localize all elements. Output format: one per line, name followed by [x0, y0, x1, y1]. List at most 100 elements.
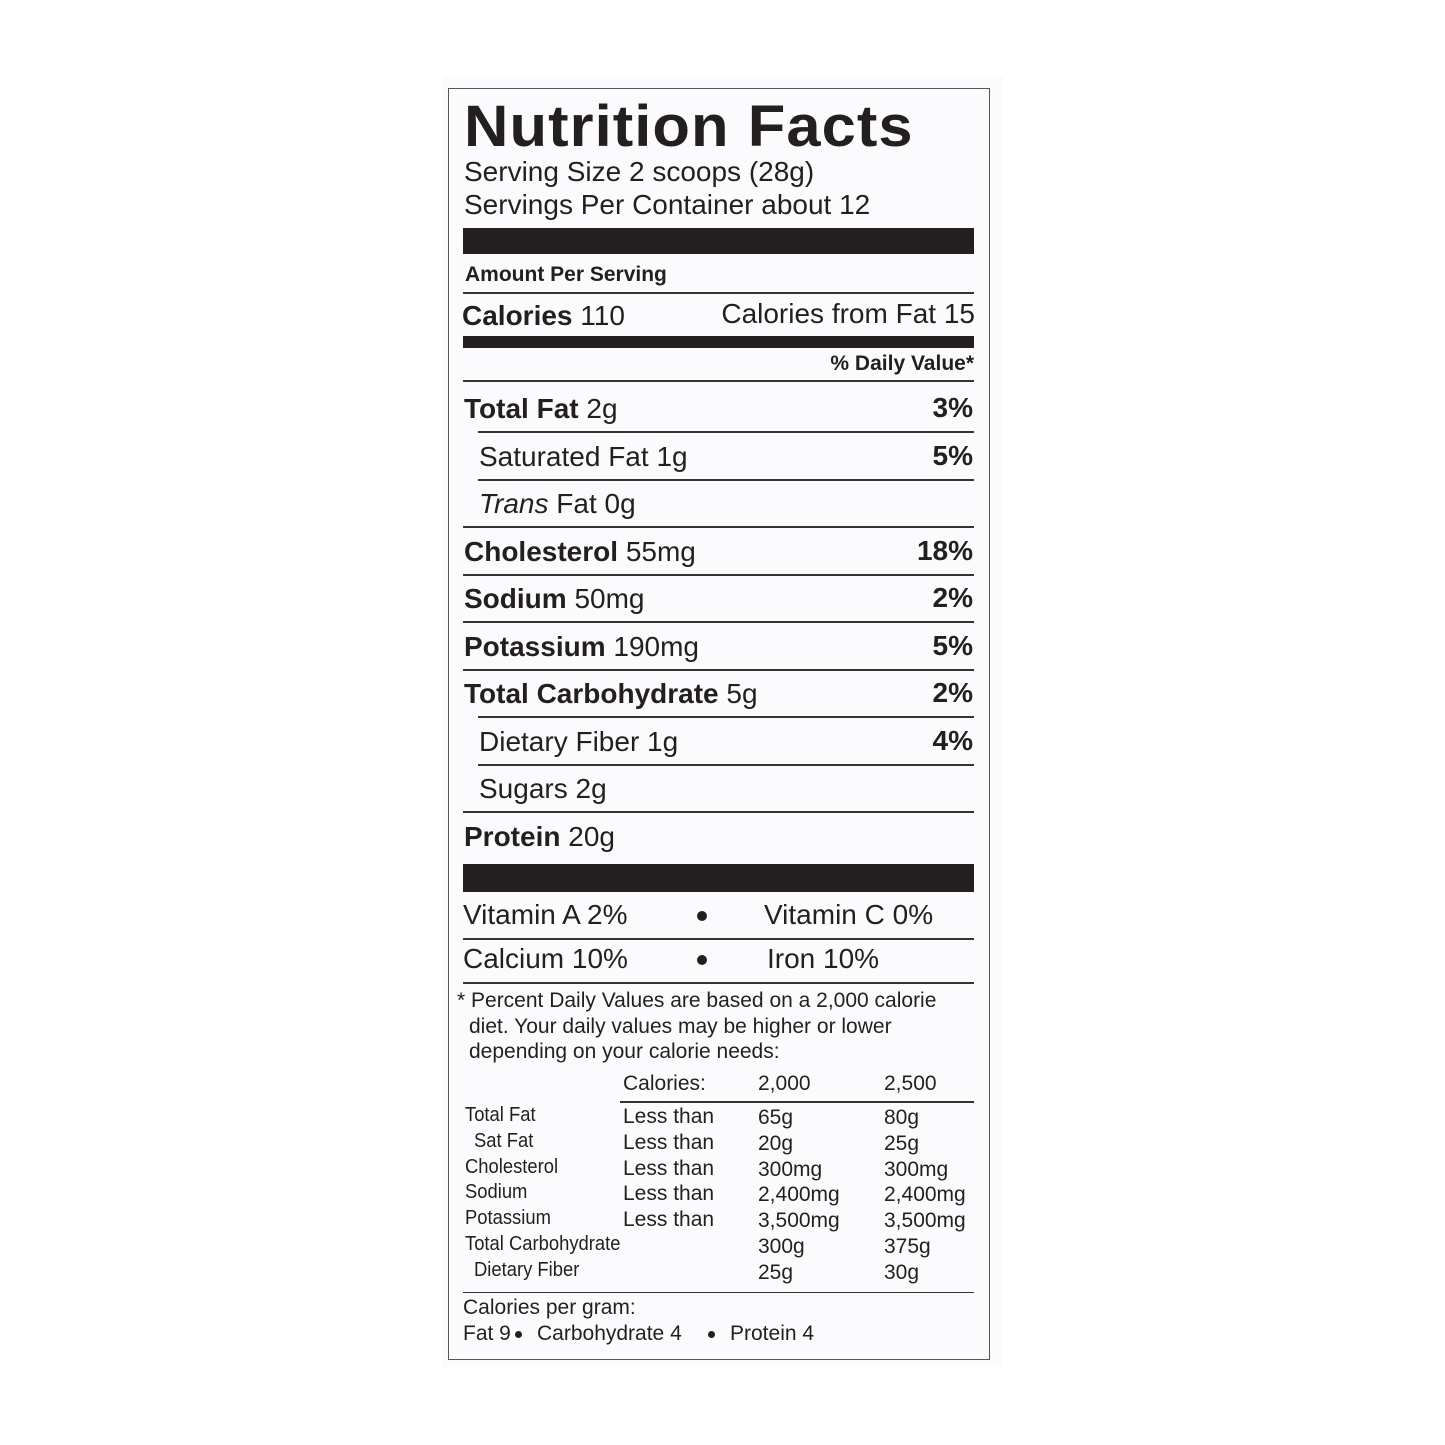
serving-size-value: 2 scoops (28g) [628, 156, 815, 187]
nutrient-name: Dietary Fiber [479, 725, 640, 757]
table-value: 25g [758, 1260, 794, 1284]
nutrient-amount: 2g [575, 773, 607, 804]
table-value: 80g [884, 1106, 920, 1129]
nutrient-row: Sodium 50mg [464, 585, 645, 613]
daily-value-header: % Daily Value* [830, 352, 974, 375]
servings-per-container: Servings Per Container about 12 [464, 191, 870, 219]
label-background [442, 76, 1003, 1367]
bullet [697, 911, 707, 921]
rule [463, 526, 974, 528]
table-header: Calories: [623, 1072, 706, 1095]
table-nutrient: Total Carbohydrate [465, 1233, 621, 1255]
rule [463, 292, 974, 294]
rule [620, 1101, 974, 1103]
amount-per-serving: Amount Per Serving [465, 263, 667, 286]
table-nutrient: Sodium [465, 1181, 528, 1204]
thick-rule [463, 228, 974, 254]
vitamin: Calcium 10% [463, 943, 628, 974]
nutrient-row: Sugars 2g [479, 775, 607, 803]
calories-per-gram-label: Calories per gram: [463, 1296, 636, 1319]
table-value: 300mg [758, 1157, 823, 1181]
table-nutrient: Cholesterol [465, 1155, 559, 1178]
calories-from-fat-value: 15 [943, 298, 975, 329]
table-nutrient: Total Fat [465, 1104, 536, 1126]
servings-label: Servings Per Container [464, 189, 754, 220]
calories-per-gram-item: Carbohydrate 4 [537, 1322, 682, 1345]
footnote-line: diet. Your daily values may be higher or… [469, 1014, 892, 1038]
serving-size-label: Serving Size [464, 156, 622, 187]
nutrient-name: Saturated Fat [479, 440, 649, 472]
nutrient-amount: 2g [586, 393, 618, 424]
nutrient-amount: 1g [656, 440, 688, 472]
rule [463, 668, 974, 671]
table-qualifier: Less than [623, 1182, 715, 1206]
calories-per-gram-item: Fat 9 [463, 1322, 511, 1345]
vitamin: Iron 10% [767, 943, 880, 974]
table-value: 2,400mg [884, 1183, 966, 1207]
serving-size: Serving Size 2 scoops (28g) [464, 158, 814, 186]
thick-rule [463, 864, 974, 892]
nutrient-daily-value: 2% [932, 677, 973, 708]
rule [463, 380, 974, 382]
table-nutrient: Potassium [465, 1207, 551, 1230]
table-qualifier: Less than [623, 1105, 715, 1128]
nutrient-row: Dietary Fiber 1g [479, 725, 679, 757]
calories-from-fat: Calories from Fat 15 [721, 300, 975, 328]
rule [463, 573, 974, 576]
nutrient-row: Trans Fat 0g [479, 490, 636, 518]
rule [463, 621, 974, 623]
nutrient-daily-value: 4% [932, 724, 973, 756]
nutrient-amount: 1g [647, 725, 679, 757]
footnote-line: depending on your calorie needs: [469, 1040, 780, 1063]
nutrient-amount: 190mg [613, 630, 700, 662]
nutrient-amount: 50mg [574, 583, 645, 614]
calories-from-fat-label: Calories from Fat [721, 298, 937, 329]
table-value: 3,500mg [758, 1209, 840, 1233]
table-value: 2,400mg [758, 1183, 840, 1207]
table-value: 30g [884, 1260, 920, 1284]
bullet [708, 1331, 715, 1338]
nutrient-name: Total Fat [464, 393, 579, 424]
rule [463, 938, 974, 940]
table-header: 2,500 [884, 1072, 937, 1095]
table-nutrient: Dietary Fiber [474, 1258, 580, 1281]
table-value: 25g [884, 1131, 920, 1155]
nutrient-amount: 55mg [625, 535, 696, 567]
rule [478, 763, 974, 766]
calories-value: 110 [580, 300, 625, 331]
title: Nutrition Facts [464, 94, 914, 159]
nutrient-daily-value: 3% [932, 392, 973, 423]
nutrient-daily-value: 2% [932, 582, 973, 613]
table-qualifier: Less than [623, 1130, 715, 1154]
rule [463, 982, 974, 984]
calories-per-gram-item: Protein 4 [730, 1322, 815, 1345]
nutrient-row: Saturated Fat 1g [479, 440, 688, 472]
table-value: 300mg [884, 1157, 949, 1181]
vitamin: Vitamin C 0% [764, 899, 934, 930]
nutrient-name: Cholesterol [464, 535, 619, 567]
nutrient-amount: 5g [726, 678, 758, 709]
table-nutrient: Sat Fat [474, 1129, 534, 1152]
nutrient-amount: 0g [604, 488, 636, 519]
nutrient-amount: 20g [568, 820, 615, 852]
table-header: 2,000 [758, 1072, 811, 1095]
servings-value: about 12 [761, 189, 871, 220]
nutrient-name: Potassium [464, 630, 606, 662]
rule [478, 716, 974, 718]
nutrient-name: Sodium [464, 583, 567, 614]
nutrient-daily-value: 5% [932, 439, 973, 471]
table-value: 65g [758, 1106, 794, 1129]
medium-rule [463, 336, 974, 348]
calories: Calories 110 [462, 302, 625, 330]
nutrient-name-italic: Trans [479, 488, 549, 519]
table-value: 3,500mg [884, 1209, 966, 1233]
footnote-line: * Percent Daily Values are based on a 2,… [457, 989, 937, 1012]
rule [463, 811, 974, 813]
nutrient-row: Protein 20g [464, 820, 615, 852]
label-border [448, 88, 990, 1360]
rule [463, 1292, 974, 1293]
table-value: 20g [758, 1131, 794, 1155]
vitamin: Vitamin A 2% [463, 899, 628, 930]
nutrient-name: Total Carbohydrate [464, 678, 719, 709]
nutrient-daily-value: 18% [916, 534, 973, 566]
